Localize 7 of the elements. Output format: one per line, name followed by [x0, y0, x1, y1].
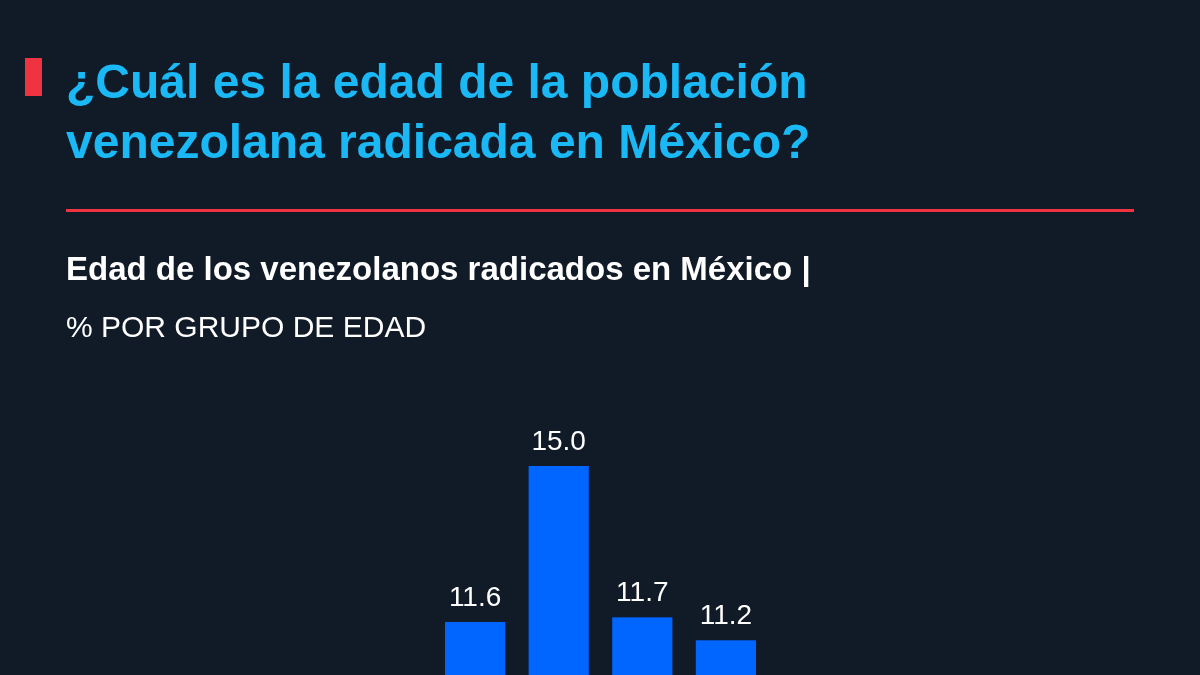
data-label: 11.6: [448, 580, 502, 612]
data-label: 11.7: [616, 576, 669, 608]
chart-subtitle: Edad de los venezolanos radicados en México |: [66, 250, 811, 287]
data-label: 11.2: [699, 599, 753, 631]
chart-title: ¿Cuál es la edad de la población venezolana radicada en México?: [66, 55, 811, 168]
y-axis-title: % POR GRUPO DE EDAD: [66, 310, 427, 343]
data-label: 15.0: [531, 425, 586, 456]
